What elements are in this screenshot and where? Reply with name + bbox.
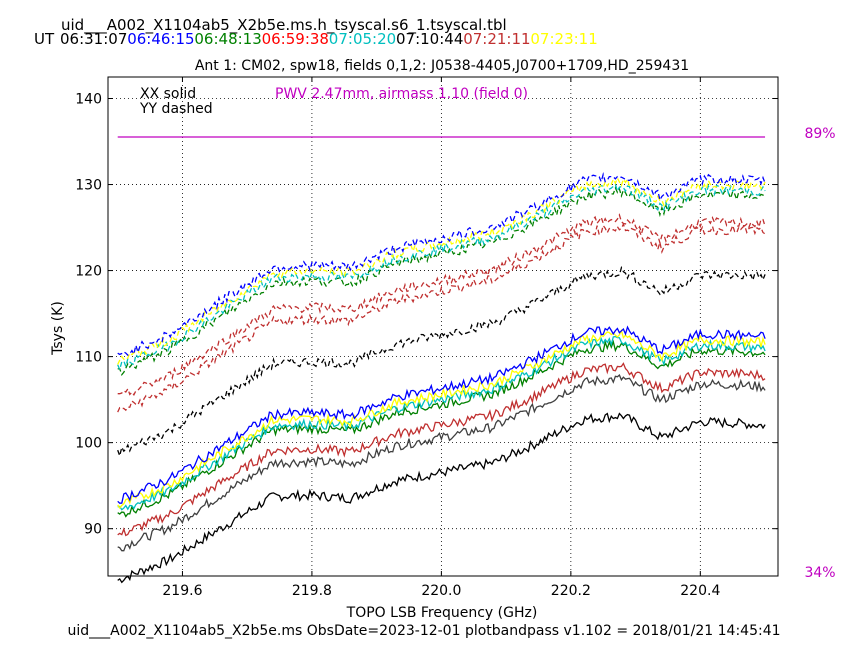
transmission-top-label: 89% xyxy=(804,126,835,142)
ut-time-0: 06:31:07 xyxy=(60,30,127,48)
y-tick-label: 130 xyxy=(75,178,102,194)
legend-xx: XX solid xyxy=(140,86,196,102)
ut-label: UT xyxy=(34,30,55,48)
series-layer xyxy=(117,171,766,584)
y-tick-label: 120 xyxy=(75,264,102,280)
series-line-10 xyxy=(117,186,766,376)
series-line-9 xyxy=(117,213,766,397)
axis-ticks: 219.6 219.8 220.0 220.2 220.4 90 100 110 120 130 1… xyxy=(75,77,778,599)
x-axis-label: TOPO LSB Frequency (GHz) xyxy=(346,605,538,621)
ut-time-6: 07:21:11 xyxy=(463,30,530,48)
file-title: uid___A002_X1104ab5_X2b5e.ms.h_tsyscal.s… xyxy=(61,16,507,35)
x-tick-label: 219.6 xyxy=(162,583,202,599)
series-line-0 xyxy=(117,412,766,584)
x-tick-label: 220.4 xyxy=(680,583,720,599)
x-tick-label: 220.2 xyxy=(551,583,591,599)
series-line-12 xyxy=(117,176,766,365)
y-tick-label: 110 xyxy=(75,350,102,366)
series-line-8 xyxy=(117,222,766,413)
series-line-13 xyxy=(117,171,766,356)
y-axis-label: Tsys (K) xyxy=(50,301,66,356)
ut-time-2: 06:48:13 xyxy=(194,30,261,48)
ut-time-3: 06:59:38 xyxy=(262,30,329,48)
y-tick-label: 140 xyxy=(75,92,102,108)
y-tick-label: 90 xyxy=(84,522,102,538)
footer-text: uid___A002_X1104ab5_X2b5e.ms ObsDate=202… xyxy=(67,623,780,639)
x-tick-label: 220.0 xyxy=(421,583,461,599)
ut-time-4: 07:05:20 xyxy=(329,30,396,48)
y-tick-label: 100 xyxy=(75,436,102,452)
series-line-3 xyxy=(117,339,766,518)
series-line-5 xyxy=(117,328,766,509)
series-line-6 xyxy=(117,325,766,504)
series-line-1 xyxy=(117,374,766,552)
series-line-2 xyxy=(117,362,766,537)
ut-times: 06:31:07 06:46:15 06:48:13 06:59:38 07:05:20… xyxy=(60,30,598,48)
ut-time-5: 07:10:44 xyxy=(396,30,463,48)
plot-frame xyxy=(107,76,779,577)
legend-yy: YY dashed xyxy=(139,101,213,117)
ut-time-7: 07:23:11 xyxy=(530,30,597,48)
x-tick-label: 219.8 xyxy=(292,583,332,599)
chart-subtitle: Ant 1: CM02, spw18, fields 0,1,2: J0538-… xyxy=(195,58,689,74)
grid-lines xyxy=(108,77,778,576)
series-line-11 xyxy=(117,183,766,372)
transmission-bottom-label: 34% xyxy=(804,565,835,581)
series-line-7 xyxy=(117,265,766,459)
ut-time-1: 06:46:15 xyxy=(127,30,194,48)
pwv-annotation: PWV 2.47mm, airmass 1.10 (field 0) xyxy=(275,86,528,102)
